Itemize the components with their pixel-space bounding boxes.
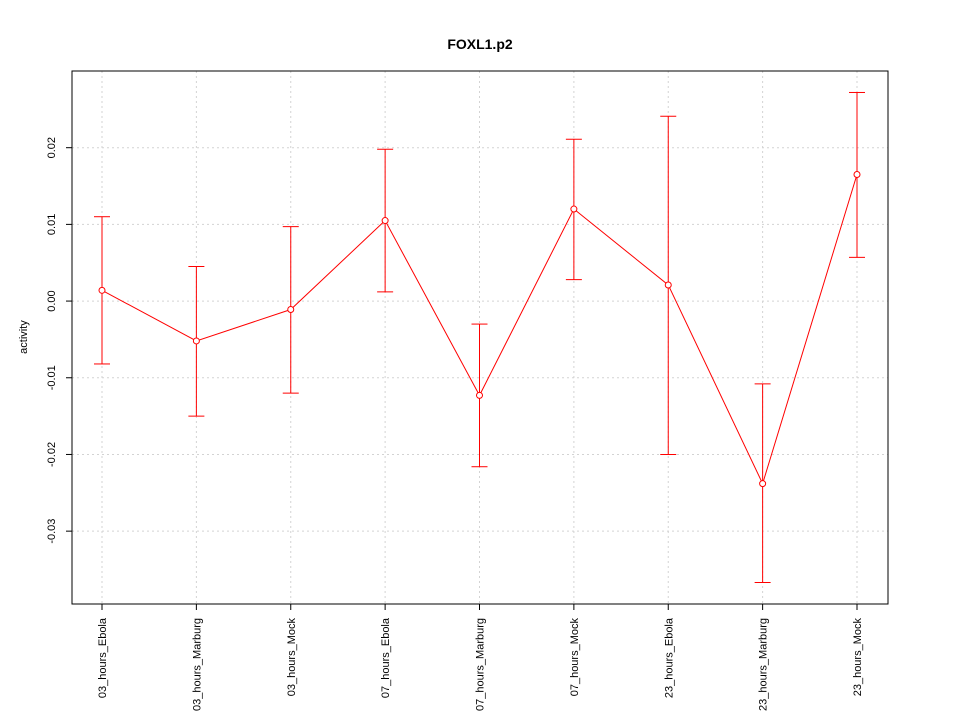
y-tick-label: 0.00: [46, 290, 58, 311]
x-tick-label: 23_hours_Ebola: [663, 617, 675, 698]
data-point: [381, 217, 389, 225]
x-tick-label: 23_hours_Marburg: [758, 618, 770, 711]
data-point: [664, 281, 672, 289]
data-point: [759, 480, 767, 488]
axes: -0.03 -0.02 -0.01 0.00 0.01 0.02 03_hours_Ebol…: [46, 137, 864, 711]
data-point: [287, 306, 295, 314]
x-tick-label: 03_hours_Ebola: [97, 617, 109, 698]
chart-title: FOXL1.p2: [447, 36, 513, 52]
y-tick-label: 0.01: [46, 214, 58, 235]
x-tick-label: 03_hours_Marburg: [191, 618, 203, 711]
data-point: [476, 391, 483, 399]
y-tick-label: -0.03: [46, 519, 58, 544]
data-point: [98, 286, 106, 294]
y-tick-label: -0.01: [46, 365, 58, 390]
x-tick-label: 03_hours_Mock: [286, 618, 298, 697]
y-tick-label: 0.02: [46, 137, 58, 158]
series: [94, 91, 865, 584]
x-tick-label: 07_hours_Mock: [569, 618, 581, 697]
y-tick-label: -0.02: [46, 442, 58, 467]
x-tick-label: 07_hours_Ebola: [380, 617, 392, 698]
data-point: [192, 337, 200, 345]
data-point: [570, 205, 578, 213]
y-axis-label: activity: [18, 320, 30, 354]
x-tick-label: 23_hours_Mock: [852, 618, 864, 697]
data-point: [853, 171, 861, 179]
x-tick-label: 07_hours_Marburg: [475, 618, 487, 711]
